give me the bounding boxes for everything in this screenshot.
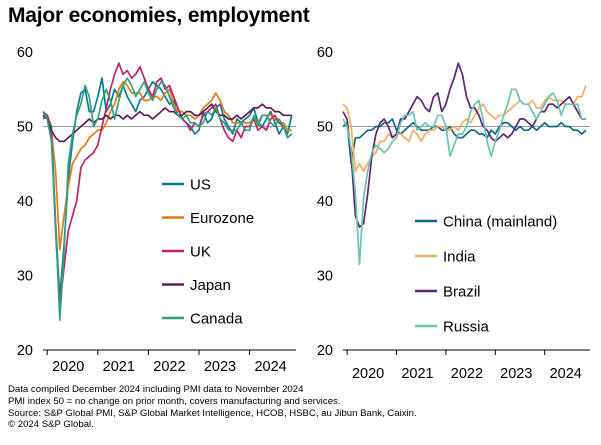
x-tick-label: 2023	[204, 359, 236, 375]
left-chart-employment-major-economies: 20 30 40 50 60 2020 2021 2022 2023 2024 US Eurozone…	[17, 45, 296, 375]
legend-label-brazil: Brazil	[443, 284, 481, 301]
footnote-source: Source: S&P Global PMI, S&P Global Marke…	[8, 407, 417, 419]
series-line-japan	[42, 103, 292, 143]
y-tick-label: 50	[17, 120, 33, 136]
legend-label-russia: Russia	[443, 319, 490, 336]
x-tick-label: 2024	[550, 366, 582, 382]
footnote-data-compiled: Data compiled December 2024 including PM…	[8, 384, 304, 395]
footnote-pmi-index: PMI index 50 = no change on prior month,…	[8, 395, 341, 407]
legend-label-eurozone: Eurozone	[190, 210, 254, 227]
x-tick-label: 2021	[103, 359, 135, 375]
legend-label-canada: Canada	[190, 311, 243, 328]
y-tick-label: 60	[17, 45, 33, 61]
series-line-brazil	[342, 62, 586, 228]
legend-label-japan: Japan	[190, 277, 231, 294]
legend-label-uk: UK	[190, 244, 211, 261]
legend-label-china-mainland: China (mainland)	[443, 214, 557, 231]
y-tick-label: 30	[17, 269, 33, 285]
right-chart-employment-emerging-economies: 20 30 40 50 60 2020 2021 2022 2023 2024 China (mai…	[317, 45, 590, 382]
y-tick-label: 60	[317, 45, 333, 61]
charts-area: 20 30 40 50 60 2020 2021 2022 2023 2024 US Eurozone…	[17, 45, 590, 382]
x-tick-label: 2020	[52, 359, 84, 375]
legend-label-india: India	[443, 249, 476, 266]
series-line-us	[42, 77, 293, 299]
series-line-india	[342, 85, 587, 173]
y-tick-label: 30	[317, 269, 333, 285]
x-tick-label: 2022	[153, 359, 185, 375]
series-line-russia	[342, 88, 586, 266]
legend-label-us: US	[190, 177, 211, 194]
x-tick-label: 2023	[500, 366, 532, 382]
x-tick-label: 2024	[254, 359, 286, 375]
y-tick-label: 40	[317, 194, 333, 210]
y-tick-label: 40	[17, 194, 33, 210]
page-title: Major economies, employment	[8, 4, 310, 27]
y-tick-label: 20	[17, 343, 33, 359]
x-tick-label: 2022	[451, 366, 483, 382]
series-line-china-mainland	[342, 118, 587, 165]
x-tick-label: 2021	[401, 366, 433, 382]
footnote-copyright: © 2024 S&P Global.	[8, 419, 94, 431]
series-line-canada	[42, 77, 293, 322]
y-tick-label: 20	[317, 343, 333, 359]
x-tick-label: 2020	[352, 366, 384, 382]
y-tick-label: 50	[317, 120, 333, 136]
footnotes: Data compiled December 2024 including PM…	[8, 384, 417, 431]
